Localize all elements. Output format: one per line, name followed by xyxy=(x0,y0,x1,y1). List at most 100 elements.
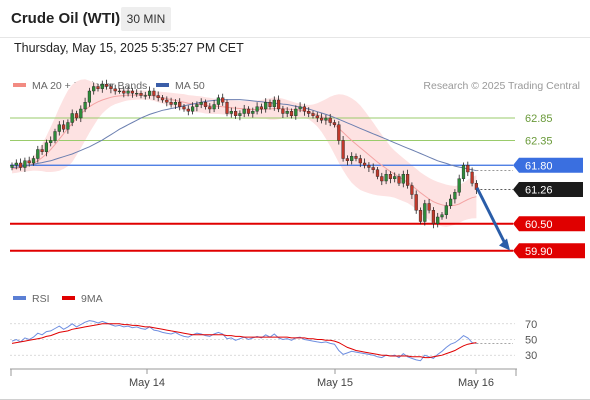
candle-body xyxy=(289,111,294,116)
forecast-arrow-head xyxy=(499,238,510,251)
candle-body xyxy=(380,176,384,182)
candle-body xyxy=(251,111,255,114)
level-label-60.50: 60.50 xyxy=(525,219,553,231)
candle-body xyxy=(268,102,272,107)
candle-body xyxy=(354,156,358,159)
candle-body xyxy=(298,106,302,110)
level-tag-59.90 xyxy=(513,243,585,259)
research-credit: Research © 2025 Trading Central xyxy=(423,80,580,92)
candle-body xyxy=(70,113,74,123)
candle-body xyxy=(281,108,285,114)
rsi-tick-70: 70 xyxy=(525,319,537,331)
level-label-59.90: 59.90 xyxy=(525,246,553,258)
timeframe-button[interactable]: 30 MIN xyxy=(121,7,171,31)
legend-rsi-label: RSI xyxy=(32,293,50,305)
candle-body xyxy=(104,84,109,87)
candle-body xyxy=(449,198,453,206)
candle-body xyxy=(44,142,48,152)
candle-body xyxy=(66,122,70,130)
candle-body xyxy=(23,160,27,168)
legend-bollinger-swatch xyxy=(13,83,26,88)
candle-body xyxy=(277,99,281,110)
candle-body xyxy=(113,88,117,92)
legend-9ma-swatch xyxy=(62,296,75,301)
x-label-0: May 14 xyxy=(129,377,165,389)
legend-ma50: MA 50 xyxy=(156,80,205,92)
candle-body xyxy=(36,149,40,159)
candle-body xyxy=(203,102,208,107)
x-label-2: May 16 xyxy=(458,377,494,389)
candle-body xyxy=(255,106,259,112)
candle-body xyxy=(414,194,418,211)
candle-body xyxy=(100,84,104,89)
candle-body xyxy=(311,113,315,116)
candle-body xyxy=(332,122,337,125)
candle-body xyxy=(358,158,362,164)
candle-body xyxy=(453,192,457,200)
candle-body xyxy=(10,165,14,168)
legend-rsi-swatch xyxy=(13,296,26,301)
ma50-line xyxy=(11,99,477,172)
candle-body xyxy=(57,124,61,132)
candle-body xyxy=(130,90,134,94)
candle-body xyxy=(315,115,319,119)
candles xyxy=(10,79,478,229)
candle-body xyxy=(109,86,113,89)
level-label-61.80: 61.80 xyxy=(525,160,553,172)
candle-body xyxy=(397,176,401,184)
level-label-62.85: 62.85 xyxy=(525,113,553,125)
candle-body xyxy=(139,93,143,96)
candle-body xyxy=(393,176,397,179)
rsi-line xyxy=(11,320,477,362)
candle-body xyxy=(83,102,87,110)
candle-body xyxy=(135,93,139,95)
legend-rsi: RSI xyxy=(13,293,50,305)
candle-body xyxy=(233,111,238,116)
candle-body xyxy=(388,174,392,179)
candle-body xyxy=(53,131,57,141)
candle-body xyxy=(242,108,246,114)
candle-body xyxy=(195,104,199,107)
candle-body xyxy=(221,97,225,103)
level-tag-60.50 xyxy=(513,216,585,232)
candle-body xyxy=(324,117,328,121)
candle-body xyxy=(431,210,435,224)
header-divider xyxy=(0,37,590,38)
rsi-tick-50: 50 xyxy=(525,335,537,347)
candle-body xyxy=(457,178,461,193)
candle-body xyxy=(375,169,380,177)
candle-body xyxy=(427,203,431,211)
candle-body xyxy=(173,102,177,105)
candle-body xyxy=(384,174,388,182)
candle-body xyxy=(259,106,263,110)
candle-body xyxy=(367,165,371,168)
legend-9ma-label: 9MA xyxy=(81,293,103,305)
candle-body xyxy=(49,140,53,143)
candle-body xyxy=(225,102,229,114)
candle-body xyxy=(406,174,410,186)
candle-body xyxy=(117,90,122,93)
candle-body xyxy=(62,124,66,130)
bollinger-band xyxy=(12,79,477,227)
timestamp: Thursday, May 15, 2025 5:35:27 PM CET xyxy=(14,41,244,55)
candle-body xyxy=(440,214,444,218)
candle-body xyxy=(423,203,427,222)
candle-body xyxy=(199,102,203,105)
legend-ma50-swatch xyxy=(156,83,169,88)
candle-body xyxy=(294,108,298,116)
candle-body xyxy=(401,174,405,184)
candle-body xyxy=(74,113,79,119)
candle-body xyxy=(285,111,289,114)
candle-body xyxy=(212,104,216,110)
candle-body xyxy=(302,106,306,112)
rsi-9ma-line xyxy=(11,323,477,359)
candle-body xyxy=(337,124,341,141)
rsi-tick-30: 30 xyxy=(525,350,537,362)
candle-body xyxy=(190,106,195,112)
candle-body xyxy=(264,102,268,110)
candle-body xyxy=(208,106,212,110)
candle-body xyxy=(410,185,414,195)
forecast-arrow-line xyxy=(475,187,507,245)
